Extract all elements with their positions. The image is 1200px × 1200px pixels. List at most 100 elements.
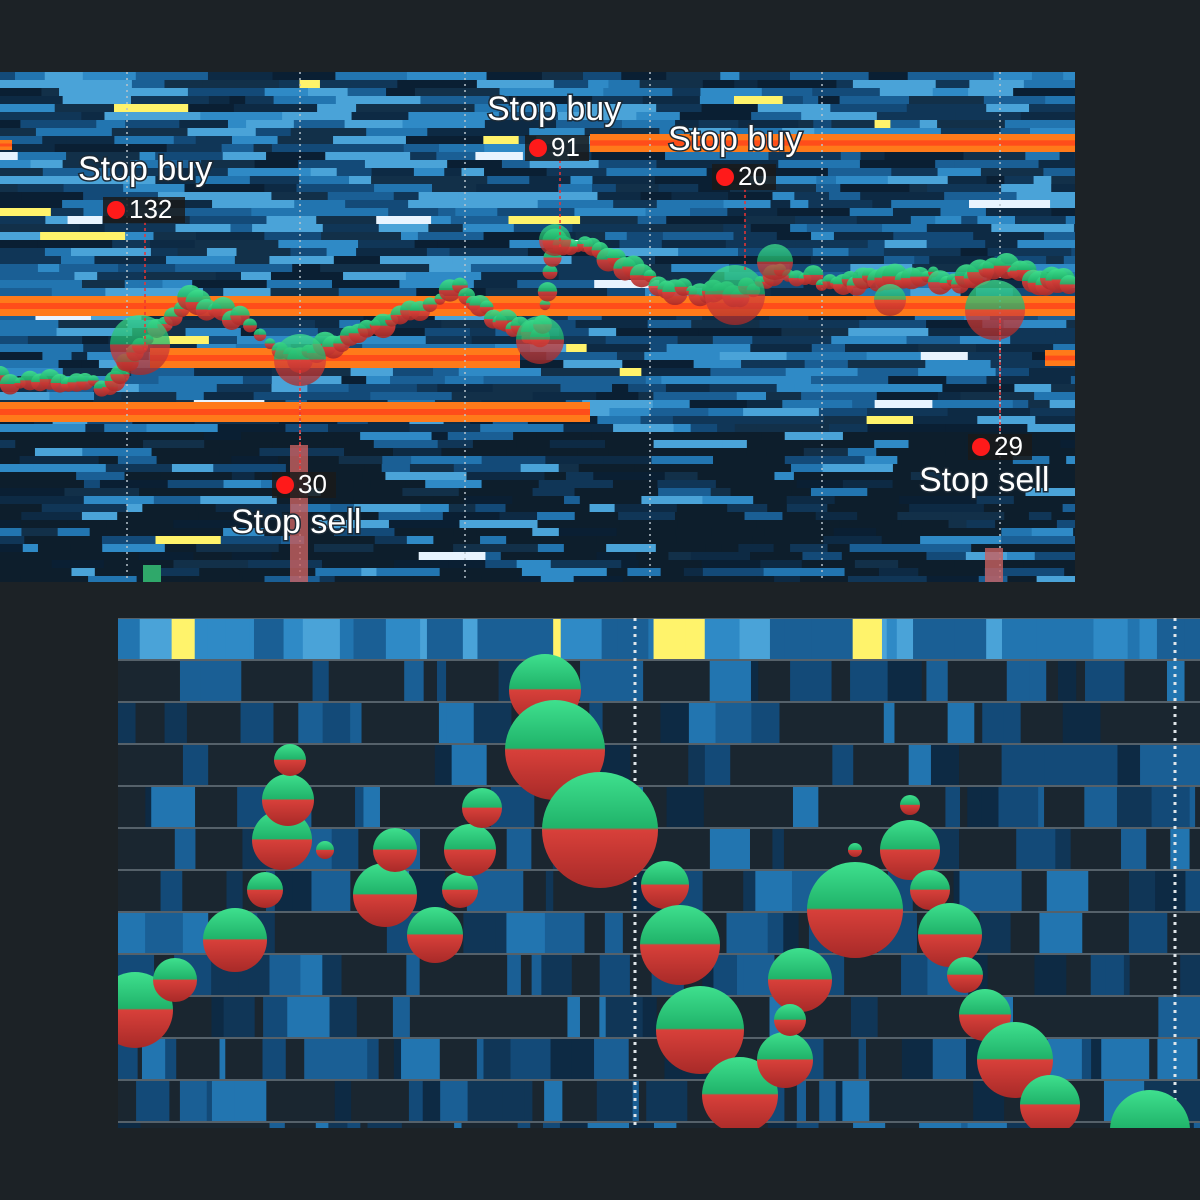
heat-cell: [767, 504, 788, 512]
heat-cell: [750, 344, 813, 352]
heat-cell: [299, 176, 351, 184]
heat-cell: [859, 160, 937, 168]
heat-cell: [1139, 618, 1158, 660]
heat-cell: [666, 216, 746, 224]
heat-cell: [294, 200, 347, 208]
heat-cell: [912, 264, 974, 272]
heat-cell: [802, 96, 820, 104]
heat-cell: [428, 224, 464, 232]
heat-cell: [710, 488, 732, 496]
heat-cell: [328, 1122, 349, 1128]
heat-cell: [536, 432, 593, 440]
heat-cell: [316, 912, 335, 954]
heat-cell: [897, 456, 932, 464]
heat-cell: [782, 512, 817, 520]
heat-cell: [474, 104, 536, 112]
heat-cell: [710, 368, 787, 376]
heat-cell: [781, 328, 850, 336]
heat-cell: [497, 128, 531, 136]
heat-cell: [505, 504, 591, 512]
heat-cell: [935, 160, 956, 168]
heat-cell: [1040, 240, 1075, 248]
heat-cell: [51, 80, 133, 88]
heat-cell: [452, 104, 476, 112]
heat-cell: [464, 660, 500, 702]
heat-cell: [883, 248, 913, 256]
heat-cell: [638, 560, 703, 568]
heat-cell: [550, 560, 623, 568]
heat-cell: [204, 440, 274, 448]
heat-cell: [199, 568, 241, 576]
heat-cell: [786, 352, 868, 360]
heat-cell: [140, 1122, 180, 1128]
heat-cell: [1034, 552, 1075, 560]
heat-cell: [322, 954, 343, 996]
heat-cell: [193, 552, 233, 560]
heat-cell: [133, 376, 160, 384]
heat-cell: [1001, 184, 1053, 192]
heat-cell: [283, 618, 304, 660]
heat-cell: [37, 544, 72, 552]
heat-cell: [170, 168, 195, 176]
heat-cell: [598, 160, 658, 168]
trade-bubble: [373, 828, 417, 872]
heat-cell: [768, 152, 842, 160]
heat-cell: [819, 1080, 837, 1122]
trade-bubble: [880, 820, 940, 880]
heat-cell: [1051, 384, 1075, 392]
heat-cell: [727, 320, 761, 328]
heat-cell: [0, 176, 84, 184]
heat-cell: [833, 528, 878, 536]
heat-cell: [973, 232, 1045, 240]
heat-cell: [1028, 512, 1053, 520]
heat-cell: [926, 660, 949, 702]
heat-cell: [1127, 618, 1141, 660]
trade-bubble: [977, 1022, 1053, 1098]
heat-cell: [207, 786, 230, 828]
heat-cell: [125, 232, 155, 240]
heat-cell: [791, 320, 861, 328]
heat-cell: [157, 192, 222, 200]
heat-cell: [311, 786, 357, 828]
heat-cell: [149, 744, 184, 786]
heat-cell: [1195, 786, 1200, 828]
heat-cell: [159, 568, 201, 576]
heat-cell: [592, 184, 617, 192]
heat-cell: [269, 954, 302, 996]
heat-cell: [659, 128, 690, 136]
heat-cell: [919, 120, 939, 128]
heat-cell: [1070, 828, 1082, 870]
heat-cell: [45, 216, 69, 224]
heat-cell: [263, 996, 289, 1038]
heat-cell: [836, 176, 889, 184]
heat-cell: [587, 1122, 631, 1128]
heat-cell: [866, 1038, 876, 1080]
heat-cell: [767, 912, 785, 954]
heat-cell: [1029, 128, 1075, 136]
heat-cell: [1028, 368, 1075, 376]
heat-cell: [254, 160, 300, 168]
heat-cell: [884, 240, 928, 248]
heat-cell: [636, 552, 670, 560]
heat-cell: [1179, 996, 1200, 1038]
heat-cell: [166, 144, 223, 152]
heat-cell: [960, 288, 977, 296]
heat-cell: [903, 128, 942, 136]
heat-cell: [853, 744, 892, 786]
heat-cell: [1028, 400, 1051, 408]
heat-cell: [586, 344, 651, 352]
heat-cell: [481, 576, 521, 582]
heat-cell: [143, 88, 189, 96]
heat-cell: [436, 660, 448, 702]
heat-cell: [701, 660, 711, 702]
heat-cell: [317, 104, 358, 112]
trade-bubble: [353, 863, 417, 927]
heat-cell: [856, 786, 864, 828]
heat-cell: [292, 1038, 306, 1080]
heat-cell: [126, 504, 144, 512]
heat-cell: [1121, 828, 1148, 870]
heat-cell: [56, 328, 134, 336]
heat-cell: [985, 240, 1019, 248]
heat-cell: [854, 560, 900, 568]
heat-cell: [892, 208, 942, 216]
